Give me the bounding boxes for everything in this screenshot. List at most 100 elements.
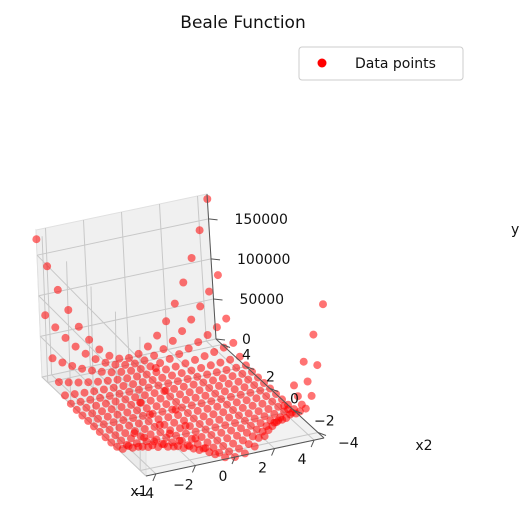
data-point bbox=[162, 317, 171, 326]
data-point bbox=[76, 397, 85, 406]
data-point bbox=[203, 331, 212, 339]
data-point bbox=[234, 377, 243, 386]
data-point bbox=[143, 342, 152, 351]
data-point bbox=[242, 396, 251, 405]
data-point bbox=[200, 352, 209, 361]
data-point bbox=[184, 344, 193, 353]
data-point bbox=[238, 403, 247, 412]
data-point bbox=[170, 299, 179, 308]
data-point bbox=[86, 395, 95, 404]
data-point bbox=[153, 331, 162, 340]
data-point bbox=[142, 404, 151, 413]
gridline-y-back bbox=[36, 218, 209, 256]
data-point bbox=[175, 350, 184, 359]
data-point bbox=[159, 345, 168, 354]
data-point bbox=[223, 400, 231, 409]
x1-tick-mark bbox=[271, 448, 276, 456]
data-point bbox=[207, 397, 216, 406]
data-point bbox=[233, 431, 241, 440]
x2-tick-label: 2 bbox=[266, 370, 275, 386]
data-point bbox=[199, 412, 208, 421]
data-point bbox=[179, 382, 188, 391]
data-point bbox=[95, 345, 104, 354]
data-point bbox=[221, 421, 230, 430]
data-point bbox=[244, 409, 253, 418]
data-point bbox=[207, 431, 216, 439]
data-point bbox=[195, 386, 204, 395]
data-point bbox=[236, 390, 245, 399]
data-point bbox=[223, 434, 232, 443]
data-point bbox=[197, 364, 206, 372]
data-point bbox=[206, 361, 215, 370]
data-point bbox=[152, 402, 161, 411]
data-point bbox=[127, 400, 136, 409]
data-point bbox=[187, 254, 196, 262]
gridline-x1-back bbox=[197, 195, 207, 342]
gridline-y-left bbox=[36, 254, 147, 367]
data-point bbox=[144, 417, 153, 426]
data-point bbox=[228, 372, 237, 381]
x2-tick-mark bbox=[293, 410, 303, 414]
data-point bbox=[205, 417, 214, 426]
data-point bbox=[115, 354, 124, 363]
data-point bbox=[117, 436, 126, 445]
data-point bbox=[68, 362, 77, 370]
data-point bbox=[244, 375, 253, 384]
data-point bbox=[82, 403, 91, 412]
data-point bbox=[81, 349, 90, 358]
data-point bbox=[54, 378, 63, 387]
data-point bbox=[107, 405, 116, 414]
y-tick-label: 50000 bbox=[240, 292, 285, 308]
data-point bbox=[264, 405, 273, 413]
data-point bbox=[121, 395, 130, 404]
data-point bbox=[307, 391, 316, 400]
data-point bbox=[145, 410, 154, 419]
data-point bbox=[113, 375, 122, 384]
data-point bbox=[181, 421, 190, 430]
data-point bbox=[154, 381, 163, 390]
data-point bbox=[90, 387, 99, 396]
data-point bbox=[197, 433, 206, 441]
data-point bbox=[51, 323, 60, 332]
data-point bbox=[201, 444, 210, 453]
data-point bbox=[133, 372, 141, 381]
data-point bbox=[158, 373, 167, 382]
data-point bbox=[235, 444, 243, 453]
x2-tick-mark bbox=[221, 344, 231, 348]
data-point bbox=[193, 406, 202, 415]
data-point bbox=[61, 333, 70, 342]
data-point bbox=[313, 361, 322, 370]
data-point bbox=[136, 365, 145, 373]
y-tick-label: 150000 bbox=[235, 212, 288, 228]
data-point bbox=[92, 401, 101, 410]
data-point bbox=[297, 400, 306, 409]
data-point bbox=[250, 381, 259, 390]
data-point bbox=[185, 388, 194, 397]
data-point bbox=[191, 434, 200, 443]
data-point bbox=[165, 429, 174, 438]
data-point bbox=[133, 406, 141, 415]
data-point bbox=[290, 381, 298, 390]
data-point bbox=[117, 403, 126, 411]
data-point bbox=[166, 392, 175, 401]
data-point bbox=[240, 383, 249, 392]
data-point bbox=[123, 408, 132, 417]
data-point bbox=[181, 429, 190, 438]
data-point bbox=[262, 392, 271, 401]
y-axis-label: x2 bbox=[415, 438, 432, 454]
data-point bbox=[95, 427, 104, 436]
data-point bbox=[80, 388, 89, 397]
y-tick-label: 0 bbox=[242, 332, 251, 348]
data-point bbox=[125, 421, 134, 430]
data-point bbox=[144, 443, 153, 451]
data-point bbox=[135, 385, 143, 394]
data-point bbox=[119, 416, 128, 425]
data-point bbox=[103, 376, 112, 385]
data-point bbox=[119, 382, 128, 390]
data-point bbox=[238, 369, 247, 378]
y-tick-label: 100000 bbox=[237, 252, 290, 268]
data-point bbox=[109, 383, 118, 392]
x1-tick-mark bbox=[152, 473, 157, 482]
data-point bbox=[150, 389, 159, 398]
data-point bbox=[85, 335, 94, 344]
